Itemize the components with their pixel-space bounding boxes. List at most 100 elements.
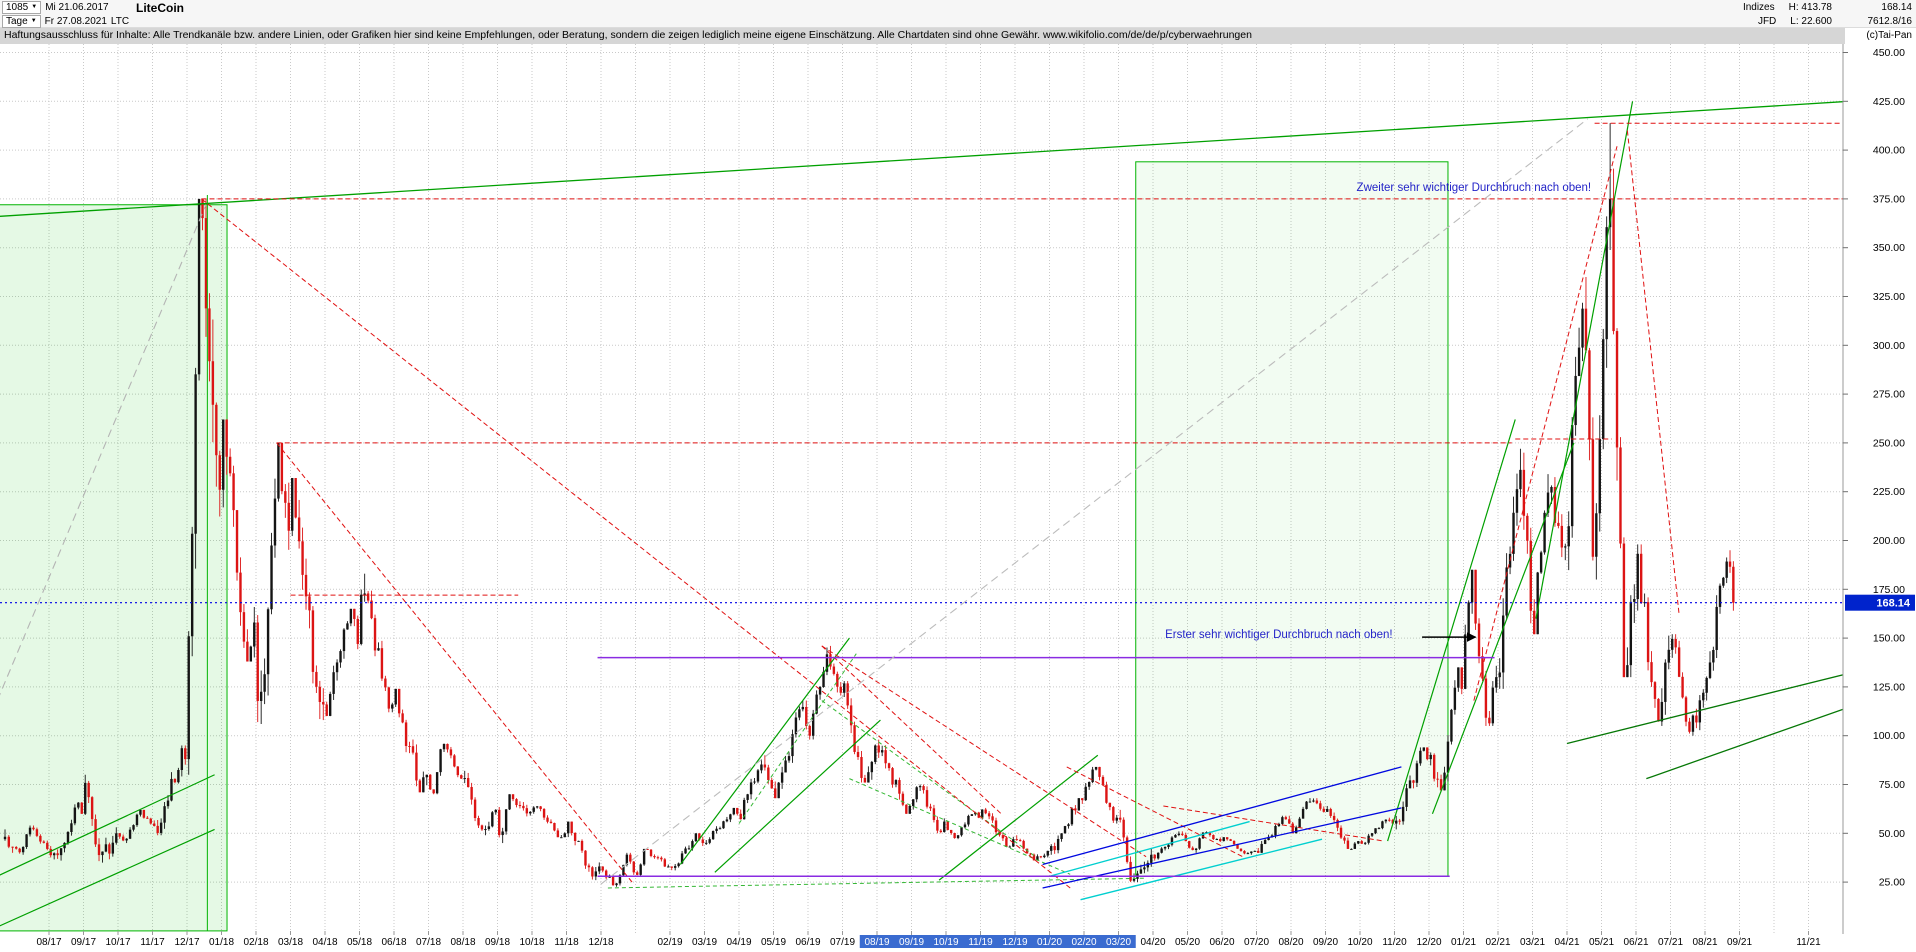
volume-info: 7612.8/16 xyxy=(1867,15,1913,27)
dropdown-arrow-icon: ▼ xyxy=(31,4,38,10)
svg-text:225.00: 225.00 xyxy=(1873,486,1905,498)
svg-text:08/20: 08/20 xyxy=(1278,937,1303,948)
svg-text:275.00: 275.00 xyxy=(1873,389,1905,401)
chart-settings: 1085 ▼ Mi 21.06.2017 Tage ▼ Fr 27.08.202… xyxy=(2,0,129,28)
trend-lines xyxy=(0,101,1843,931)
disclaimer-url: www.wikifolio.com/de/de/p/cyberwaehrunge… xyxy=(1043,29,1252,41)
svg-text:09/20: 09/20 xyxy=(1313,937,1338,948)
chart-annotations: Zweiter sehr wichtiger Durchbruch nach o… xyxy=(1165,182,1592,643)
svg-text:375.00: 375.00 xyxy=(1873,193,1905,205)
svg-text:12/20: 12/20 xyxy=(1416,937,1441,948)
svg-text:300.00: 300.00 xyxy=(1873,340,1905,352)
svg-text:11/20: 11/20 xyxy=(1382,937,1407,948)
svg-text:11/19: 11/19 xyxy=(968,937,993,948)
highlight-boxes xyxy=(0,161,1449,932)
instrument-name: LiteCoin xyxy=(136,1,184,15)
svg-text:50.00: 50.00 xyxy=(1879,828,1905,840)
broker-label: JFD xyxy=(1757,15,1777,27)
svg-text:12/18: 12/18 xyxy=(588,937,613,948)
svg-text:05/20: 05/20 xyxy=(1175,937,1200,948)
disclaimer-text: Haftungsausschluss für Inhalte: Alle Tre… xyxy=(0,28,1845,44)
svg-text:125.00: 125.00 xyxy=(1873,681,1905,693)
svg-text:08/18: 08/18 xyxy=(450,937,475,948)
chart-svg: Zweiter sehr wichtiger Durchbruch nach o… xyxy=(0,44,1915,948)
svg-text:11/21: 11/21 xyxy=(1796,937,1821,948)
svg-text:02/20: 02/20 xyxy=(1071,937,1096,948)
svg-text:11/17: 11/17 xyxy=(140,937,165,948)
bars-count-value: 1085 xyxy=(6,1,29,13)
start-date: Mi 21.06.2017 xyxy=(45,1,109,13)
svg-text:10/19: 10/19 xyxy=(933,937,958,948)
svg-text:08/19: 08/19 xyxy=(864,937,889,948)
plot-area[interactable]: Zweiter sehr wichtiger Durchbruch nach o… xyxy=(0,44,1912,934)
svg-text:350.00: 350.00 xyxy=(1873,242,1905,254)
svg-text:Zweiter sehr wichtiger Durchbr: Zweiter sehr wichtiger Durchbruch nach o… xyxy=(1357,182,1592,194)
svg-text:08/21: 08/21 xyxy=(1692,937,1717,948)
svg-text:05/18: 05/18 xyxy=(347,937,372,948)
svg-text:325.00: 325.00 xyxy=(1873,291,1905,303)
svg-text:09/21: 09/21 xyxy=(1727,937,1752,948)
price-tag: 168.14 xyxy=(1845,594,1915,611)
svg-text:10/18: 10/18 xyxy=(519,937,544,948)
last-price-value: 168.14 xyxy=(1881,1,1912,13)
svg-text:09/17: 09/17 xyxy=(71,937,96,948)
svg-text:07/18: 07/18 xyxy=(416,937,441,948)
candlesticks xyxy=(3,123,1735,887)
price-axis: 25.00 50.00 75.00 100.00 125.00 150.00 175.00 2… xyxy=(1842,44,1905,934)
svg-text:425.00: 425.00 xyxy=(1873,96,1905,108)
svg-text:100.00: 100.00 xyxy=(1873,730,1905,742)
svg-text:04/20: 04/20 xyxy=(1140,937,1165,948)
disclaimer-bar: Haftungsausschluss für Inhalte: Alle Tre… xyxy=(0,28,1916,44)
svg-text:06/21: 06/21 xyxy=(1623,937,1648,948)
period-dropdown[interactable]: Tage ▼ xyxy=(2,14,41,28)
svg-text:150.00: 150.00 xyxy=(1873,633,1905,645)
svg-text:03/21: 03/21 xyxy=(1520,937,1545,948)
svg-text:450.00: 450.00 xyxy=(1873,47,1905,59)
provider-label: Indizes xyxy=(1742,1,1775,13)
svg-text:09/19: 09/19 xyxy=(899,937,924,948)
svg-text:07/21: 07/21 xyxy=(1658,937,1683,948)
svg-text:07/20: 07/20 xyxy=(1244,937,1269,948)
svg-text:250.00: 250.00 xyxy=(1873,437,1905,449)
period-value: Tage xyxy=(6,15,28,27)
svg-text:11/18: 11/18 xyxy=(554,937,579,948)
svg-text:200.00: 200.00 xyxy=(1873,535,1905,547)
svg-text:12/17: 12/17 xyxy=(174,937,199,948)
svg-text:01/21: 01/21 xyxy=(1451,937,1476,948)
grid-lines xyxy=(0,44,1843,934)
svg-text:04/21: 04/21 xyxy=(1554,937,1579,948)
svg-text:175.00: 175.00 xyxy=(1873,584,1905,596)
disclaimer-body: Haftungsausschluss für Inhalte: Alle Tre… xyxy=(4,29,1041,41)
svg-text:25.00: 25.00 xyxy=(1879,877,1905,889)
svg-text:03/20: 03/20 xyxy=(1106,937,1131,948)
svg-text:10/17: 10/17 xyxy=(105,937,130,948)
toolbar: 1085 ▼ Mi 21.06.2017 Tage ▼ Fr 27.08.202… xyxy=(0,0,1916,28)
time-axis: 08/17 09/17 10/17 11/17 12/17 01/18 02/18 03/18… xyxy=(36,931,1821,948)
svg-text:01/18: 01/18 xyxy=(209,937,234,948)
svg-text:168.14: 168.14 xyxy=(1876,598,1911,610)
svg-text:04/19: 04/19 xyxy=(726,937,751,948)
price-chart[interactable]: Zweiter sehr wichtiger Durchbruch nach o… xyxy=(0,44,1916,952)
svg-text:09/18: 09/18 xyxy=(485,937,510,948)
svg-text:05/21: 05/21 xyxy=(1589,937,1614,948)
svg-text:75.00: 75.00 xyxy=(1879,779,1905,791)
bars-count-dropdown[interactable]: 1085 ▼ xyxy=(2,0,42,14)
svg-text:03/18: 03/18 xyxy=(278,937,303,948)
svg-text:05/19: 05/19 xyxy=(761,937,786,948)
svg-text:02/19: 02/19 xyxy=(657,937,682,948)
svg-text:07/19: 07/19 xyxy=(830,937,855,948)
symbol-code: LTC xyxy=(110,15,130,27)
svg-text:04/18: 04/18 xyxy=(312,937,337,948)
svg-text:06/20: 06/20 xyxy=(1209,937,1234,948)
period-low: L: 22.600 xyxy=(1790,15,1832,27)
svg-text:Erster sehr wichtiger Durchbru: Erster sehr wichtiger Durchbruch nach ob… xyxy=(1165,629,1393,641)
svg-text:03/19: 03/19 xyxy=(692,937,717,948)
svg-text:06/19: 06/19 xyxy=(795,937,820,948)
svg-text:06/18: 06/18 xyxy=(381,937,406,948)
period-high: H: 413.78 xyxy=(1788,1,1832,13)
copyright: (c)Tai-Pan xyxy=(1866,30,1912,41)
svg-text:01/20: 01/20 xyxy=(1037,937,1062,948)
svg-text:08/17: 08/17 xyxy=(36,937,61,948)
dropdown-arrow-icon: ▼ xyxy=(30,18,37,24)
